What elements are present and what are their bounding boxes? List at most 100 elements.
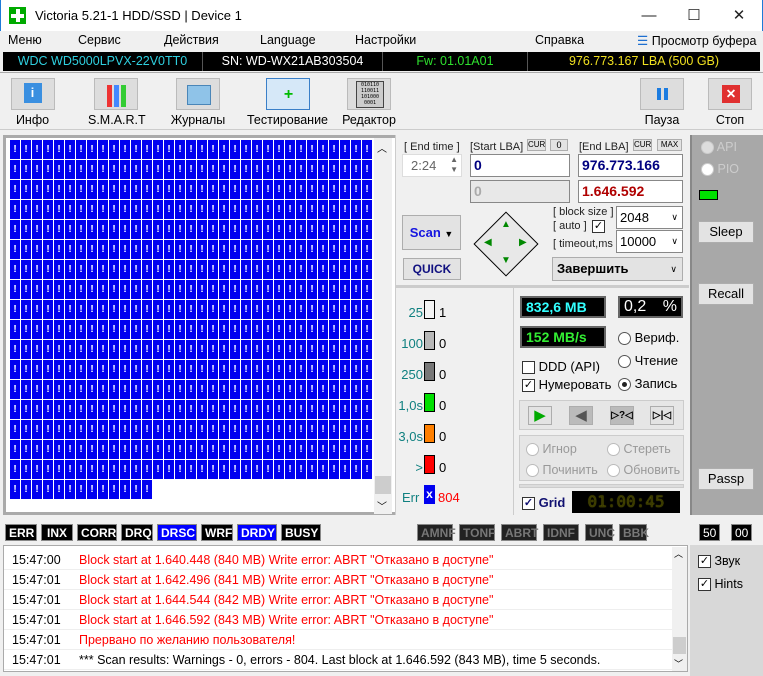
api-radio[interactable]: API: [701, 140, 737, 155]
scan-block: !: [263, 400, 273, 419]
hints-checkbox[interactable]: ✓ Hints: [698, 577, 743, 592]
scan-block: !: [285, 320, 295, 339]
scan-block: !: [43, 180, 53, 199]
scan-block: !: [208, 400, 218, 419]
buffer-view-button[interactable]: ☰ Просмотр буфера: [637, 33, 756, 48]
grid-checkbox[interactable]: ✓ Grid: [522, 495, 565, 511]
finish-action-select[interactable]: Завершить ∨: [552, 257, 683, 281]
menu-menu[interactable]: Меню: [8, 33, 42, 47]
menu-help[interactable]: Справка: [535, 33, 585, 47]
scan-block: !: [329, 400, 339, 419]
block-size-select[interactable]: 2048 ∨: [616, 206, 683, 229]
grid-scroll-thumb[interactable]: [375, 476, 391, 494]
info-icon: i: [10, 78, 55, 110]
logs-button[interactable]: Журналы: [168, 78, 228, 127]
action-ignore-radio[interactable]: Игнор: [526, 442, 577, 457]
scroll-up-icon[interactable]: ︿: [377, 144, 387, 155]
arrow-left-icon[interactable]: ◀: [484, 237, 492, 248]
timeout-select[interactable]: 10000 ∨: [616, 230, 683, 253]
latency-threshold-label: 100: [401, 336, 423, 351]
log-scrollbar[interactable]: ︿ ﹀: [672, 547, 687, 671]
scan-block: !: [318, 280, 328, 299]
mode-verify-radio[interactable]: Вериф.: [618, 330, 679, 346]
scan-block: !: [120, 300, 130, 319]
numerate-checkbox[interactable]: ✓ Нумеровать: [522, 377, 611, 393]
scan-block: !: [54, 260, 64, 279]
scan-block: !: [340, 280, 350, 299]
menu-service[interactable]: Сервис: [78, 33, 121, 47]
scroll-down-icon[interactable]: ﹀: [674, 659, 684, 669]
scroll-up-icon[interactable]: ︿: [674, 549, 684, 559]
sound-checkbox[interactable]: ✓ Звук: [698, 554, 740, 569]
quick-button[interactable]: QUICK: [403, 258, 461, 280]
mode-write-radio[interactable]: Запись: [618, 376, 677, 392]
sleep-button[interactable]: Sleep: [698, 221, 754, 243]
scan-button[interactable]: Scan ▼: [402, 215, 461, 250]
auto-checkbox[interactable]: ✓: [592, 220, 605, 233]
menu-settings[interactable]: Настройки: [355, 33, 417, 47]
arrow-right-icon[interactable]: ▶: [519, 237, 527, 248]
scan-block: !: [351, 180, 361, 199]
random-seek-button[interactable]: ▷?◁: [610, 406, 634, 425]
scroll-down-icon[interactable]: ﹀: [377, 502, 387, 513]
end-lba-input[interactable]: 976.773.166: [578, 154, 683, 177]
passp-button[interactable]: Passp: [698, 468, 754, 490]
scan-block: !: [109, 240, 119, 259]
action-repair-radio[interactable]: Починить: [526, 463, 598, 478]
start-lba-input[interactable]: 0: [470, 154, 570, 177]
auto-label: [ auto ]: [553, 220, 587, 232]
action-refresh-radio[interactable]: Обновить: [607, 463, 680, 478]
menu-language[interactable]: Language: [260, 33, 316, 47]
scan-block: !: [164, 460, 174, 479]
start-lba-zero-button[interactable]: 0: [550, 139, 568, 151]
scan-block: !: [285, 280, 295, 299]
timeout-label: [ timeout,ms ]: [553, 238, 620, 250]
grid-scrollbar[interactable]: ︿ ﹀: [374, 138, 392, 514]
info-button[interactable]: i Инфо: [10, 78, 55, 127]
scan-block: !: [241, 200, 251, 219]
scan-block: !: [65, 380, 75, 399]
close-button[interactable]: ✕: [732, 7, 746, 24]
scan-block: !: [10, 160, 20, 179]
scan-block: !: [120, 340, 130, 359]
maximize-button[interactable]: ☐: [687, 7, 701, 24]
editor-button[interactable]: 010110 110011 101000 0001 Редактор: [340, 78, 398, 127]
pause-button[interactable]: Пауза: [640, 78, 684, 127]
scan-block: !: [362, 380, 372, 399]
flag-drdy: DRDY: [237, 524, 277, 541]
action-erase-radio[interactable]: Стереть: [607, 442, 671, 457]
test-tubes-icon: [93, 78, 138, 110]
arrow-up-icon[interactable]: ▲: [501, 219, 511, 230]
start-lba-cur-button[interactable]: CUR: [527, 139, 546, 151]
recall-button[interactable]: Recall: [698, 283, 754, 305]
direction-pad[interactable]: ▲ ◀ ▶ ▼: [473, 211, 539, 277]
log-message: Прервано по желанию пользователя!: [79, 633, 296, 647]
stop-button[interactable]: ✕ Стоп: [708, 78, 752, 127]
pio-radio[interactable]: PIO: [701, 162, 739, 177]
menu-actions[interactable]: Действия: [164, 33, 219, 47]
end-lba-cur-button[interactable]: CUR: [633, 139, 652, 151]
end-lba-max-button[interactable]: MAX: [657, 139, 682, 151]
end-time-spinner[interactable]: 2:24 ▲ ▼: [402, 154, 462, 177]
scan-block: !: [43, 160, 53, 179]
scan-block: !: [230, 140, 240, 159]
scan-block: !: [340, 260, 350, 279]
scan-block: !: [252, 400, 262, 419]
play-backward-button[interactable]: ◀: [569, 406, 593, 425]
scan-block: !: [175, 460, 185, 479]
mode-read-radio[interactable]: Чтение: [618, 353, 678, 369]
scan-block: !: [329, 200, 339, 219]
ddd-checkbox[interactable]: DDD (API): [522, 359, 600, 375]
arrow-down-icon[interactable]: ▼: [501, 255, 511, 266]
smart-button[interactable]: S.M.A.R.T: [88, 78, 146, 127]
scan-block: !: [153, 240, 163, 259]
scan-block: !: [252, 360, 262, 379]
minimize-button[interactable]: —: [641, 7, 657, 24]
log-scroll-thumb[interactable]: [673, 637, 686, 654]
flag-unc: UNC: [585, 524, 615, 541]
testing-button[interactable]: + Тестирование: [245, 78, 330, 127]
butterfly-button[interactable]: ▷|◁: [650, 406, 674, 425]
latency-color-swatch: [424, 300, 435, 319]
play-forward-button[interactable]: ▶: [528, 406, 552, 425]
spinner-arrows-icon[interactable]: ▲ ▼: [450, 155, 458, 174]
